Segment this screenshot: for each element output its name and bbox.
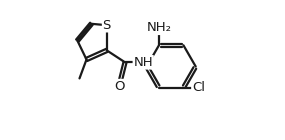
Text: NH₂: NH₂ — [146, 21, 172, 34]
Text: O: O — [114, 80, 125, 93]
Text: Cl: Cl — [192, 81, 205, 94]
Text: S: S — [103, 19, 111, 32]
Text: NH: NH — [133, 56, 153, 69]
